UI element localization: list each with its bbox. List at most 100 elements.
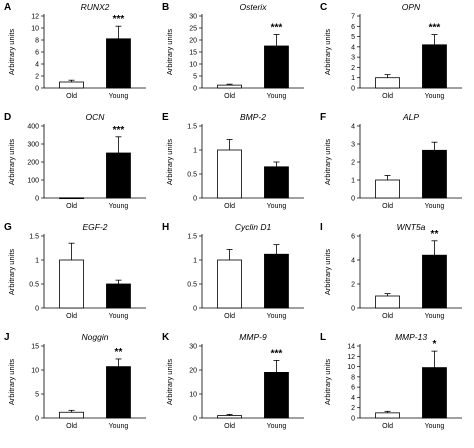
category-label: Young <box>267 423 287 430</box>
y-tick-label: 1.5 <box>29 234 39 241</box>
category-label: Young <box>425 423 445 430</box>
y-tick-label: 12 <box>31 14 39 21</box>
y-axis-label: Arbitrary units <box>7 359 16 406</box>
bar-young <box>106 283 131 309</box>
category-label: Old <box>66 313 77 320</box>
chart-panel-b: B Osterix Arbitrary units 0 5 10 15 20 25 30 Old Yo… <box>162 2 304 100</box>
y-tick-label: 3 <box>351 142 355 149</box>
y-tick-label: 4 <box>351 395 355 402</box>
y-tick-label: 7 <box>351 14 355 21</box>
category-label: Young <box>267 93 287 100</box>
bar-young <box>422 44 447 89</box>
y-tick-label: 30 <box>189 344 197 351</box>
chart-title: OPN <box>402 2 421 12</box>
y-tick-label: 5 <box>351 34 355 41</box>
y-axis-label: Arbitrary units <box>323 29 332 76</box>
y-tick-label: 8 <box>35 38 39 45</box>
chart-title: MMP-13 <box>395 332 427 342</box>
y-tick-label: 10 <box>31 368 39 375</box>
y-tick-label: 10 <box>347 364 355 371</box>
category-label: Young <box>425 313 445 320</box>
y-tick-label: 0 <box>193 306 197 313</box>
y-tick-label: 4 <box>351 44 355 51</box>
category-label: Young <box>109 93 129 100</box>
y-tick-label: 2 <box>35 74 39 81</box>
chart-panel-k: K MMP-9 Arbitrary units 0 10 20 30 Old Young *** <box>162 332 304 430</box>
y-axis-label: Arbitrary units <box>165 139 174 186</box>
y-tick-label: 0.5 <box>187 172 197 179</box>
panel-letter: D <box>4 112 11 123</box>
chart-title: Cyclin D1 <box>235 222 272 232</box>
significance-marker: *** <box>271 22 283 33</box>
chart-title: EGF-2 <box>82 222 107 232</box>
y-tick-label: 6 <box>35 50 39 57</box>
bar-old <box>59 259 84 309</box>
bar-old <box>217 415 242 419</box>
significance-marker: *** <box>271 348 283 359</box>
bar-young <box>264 166 289 199</box>
y-tick-label: 0 <box>193 86 197 93</box>
chart-panel-d: D OCN Arbitrary units 0 100 200 300 400 Old Young… <box>4 112 146 210</box>
y-tick-label: 1 <box>351 75 355 82</box>
panel-letter: A <box>4 2 11 13</box>
y-tick-label: 300 <box>27 142 39 149</box>
bar-old <box>217 259 242 309</box>
category-label: Young <box>109 203 129 210</box>
y-tick-label: 0 <box>351 306 355 313</box>
chart-title: Osterix <box>240 2 268 12</box>
y-axis-label: Arbitrary units <box>7 139 16 186</box>
significance-marker: * <box>433 339 437 350</box>
chart-title: RUNX2 <box>81 2 110 12</box>
category-label: Old <box>382 423 393 430</box>
y-tick-label: 4 <box>351 124 355 131</box>
y-axis-label: Arbitrary units <box>165 29 174 76</box>
chart-title: OCN <box>86 112 106 122</box>
bar-young <box>106 38 131 89</box>
y-tick-label: 0 <box>35 86 39 93</box>
chart-panel-l: L MMP-13 Arbitrary units 0 2 4 6 8 10 12 14 Old Youn… <box>320 332 462 430</box>
y-tick-label: 20 <box>189 368 197 375</box>
y-tick-label: 1.5 <box>187 124 197 131</box>
y-tick-label: 15 <box>189 50 197 57</box>
y-tick-label: 6 <box>351 385 355 392</box>
bar-old <box>375 295 400 309</box>
category-label: Old <box>224 313 235 320</box>
y-tick-label: 0 <box>193 196 197 203</box>
bar-young <box>264 372 289 419</box>
panel-letter: L <box>320 332 326 343</box>
bar-old <box>59 81 84 89</box>
y-tick-label: 15 <box>31 344 39 351</box>
y-tick-label: 12 <box>347 354 355 361</box>
bar-old <box>59 197 84 200</box>
chart-panel-f: F ALP Arbitrary units 0 1 2 3 4 Old Young <box>320 112 462 210</box>
y-tick-label: 30 <box>189 14 197 21</box>
bar-young <box>422 149 447 199</box>
category-label: Old <box>66 93 77 100</box>
y-tick-label: 0.5 <box>29 282 39 289</box>
significance-marker: *** <box>113 14 125 25</box>
significance-marker: ** <box>115 347 123 358</box>
category-label: Old <box>382 93 393 100</box>
y-tick-label: 0 <box>351 416 355 423</box>
chart-panel-g: G EGF-2 Arbitrary units 0 0.5 1 1.5 Old Young <box>4 222 146 320</box>
significance-marker: ** <box>431 229 439 240</box>
category-label: Young <box>425 93 445 100</box>
category-label: Young <box>425 203 445 210</box>
y-tick-label: 14 <box>347 344 355 351</box>
chart-panel-c: C OPN Arbitrary units 0 1 2 3 4 5 6 7 Old Young *** <box>320 2 462 100</box>
panel-letter: H <box>162 222 169 233</box>
y-tick-label: 0 <box>35 306 39 313</box>
panel-letter: C <box>320 2 327 13</box>
y-tick-label: 200 <box>27 160 39 167</box>
y-tick-label: 10 <box>189 392 197 399</box>
y-tick-label: 6 <box>351 24 355 31</box>
bar-young <box>422 254 447 309</box>
y-tick-label: 1 <box>35 258 39 265</box>
y-axis-label: Arbitrary units <box>7 249 16 296</box>
y-tick-label: 8 <box>351 374 355 381</box>
y-tick-label: 5 <box>193 74 197 81</box>
category-label: Old <box>382 313 393 320</box>
category-label: Old <box>224 423 235 430</box>
y-tick-label: 1 <box>193 148 197 155</box>
